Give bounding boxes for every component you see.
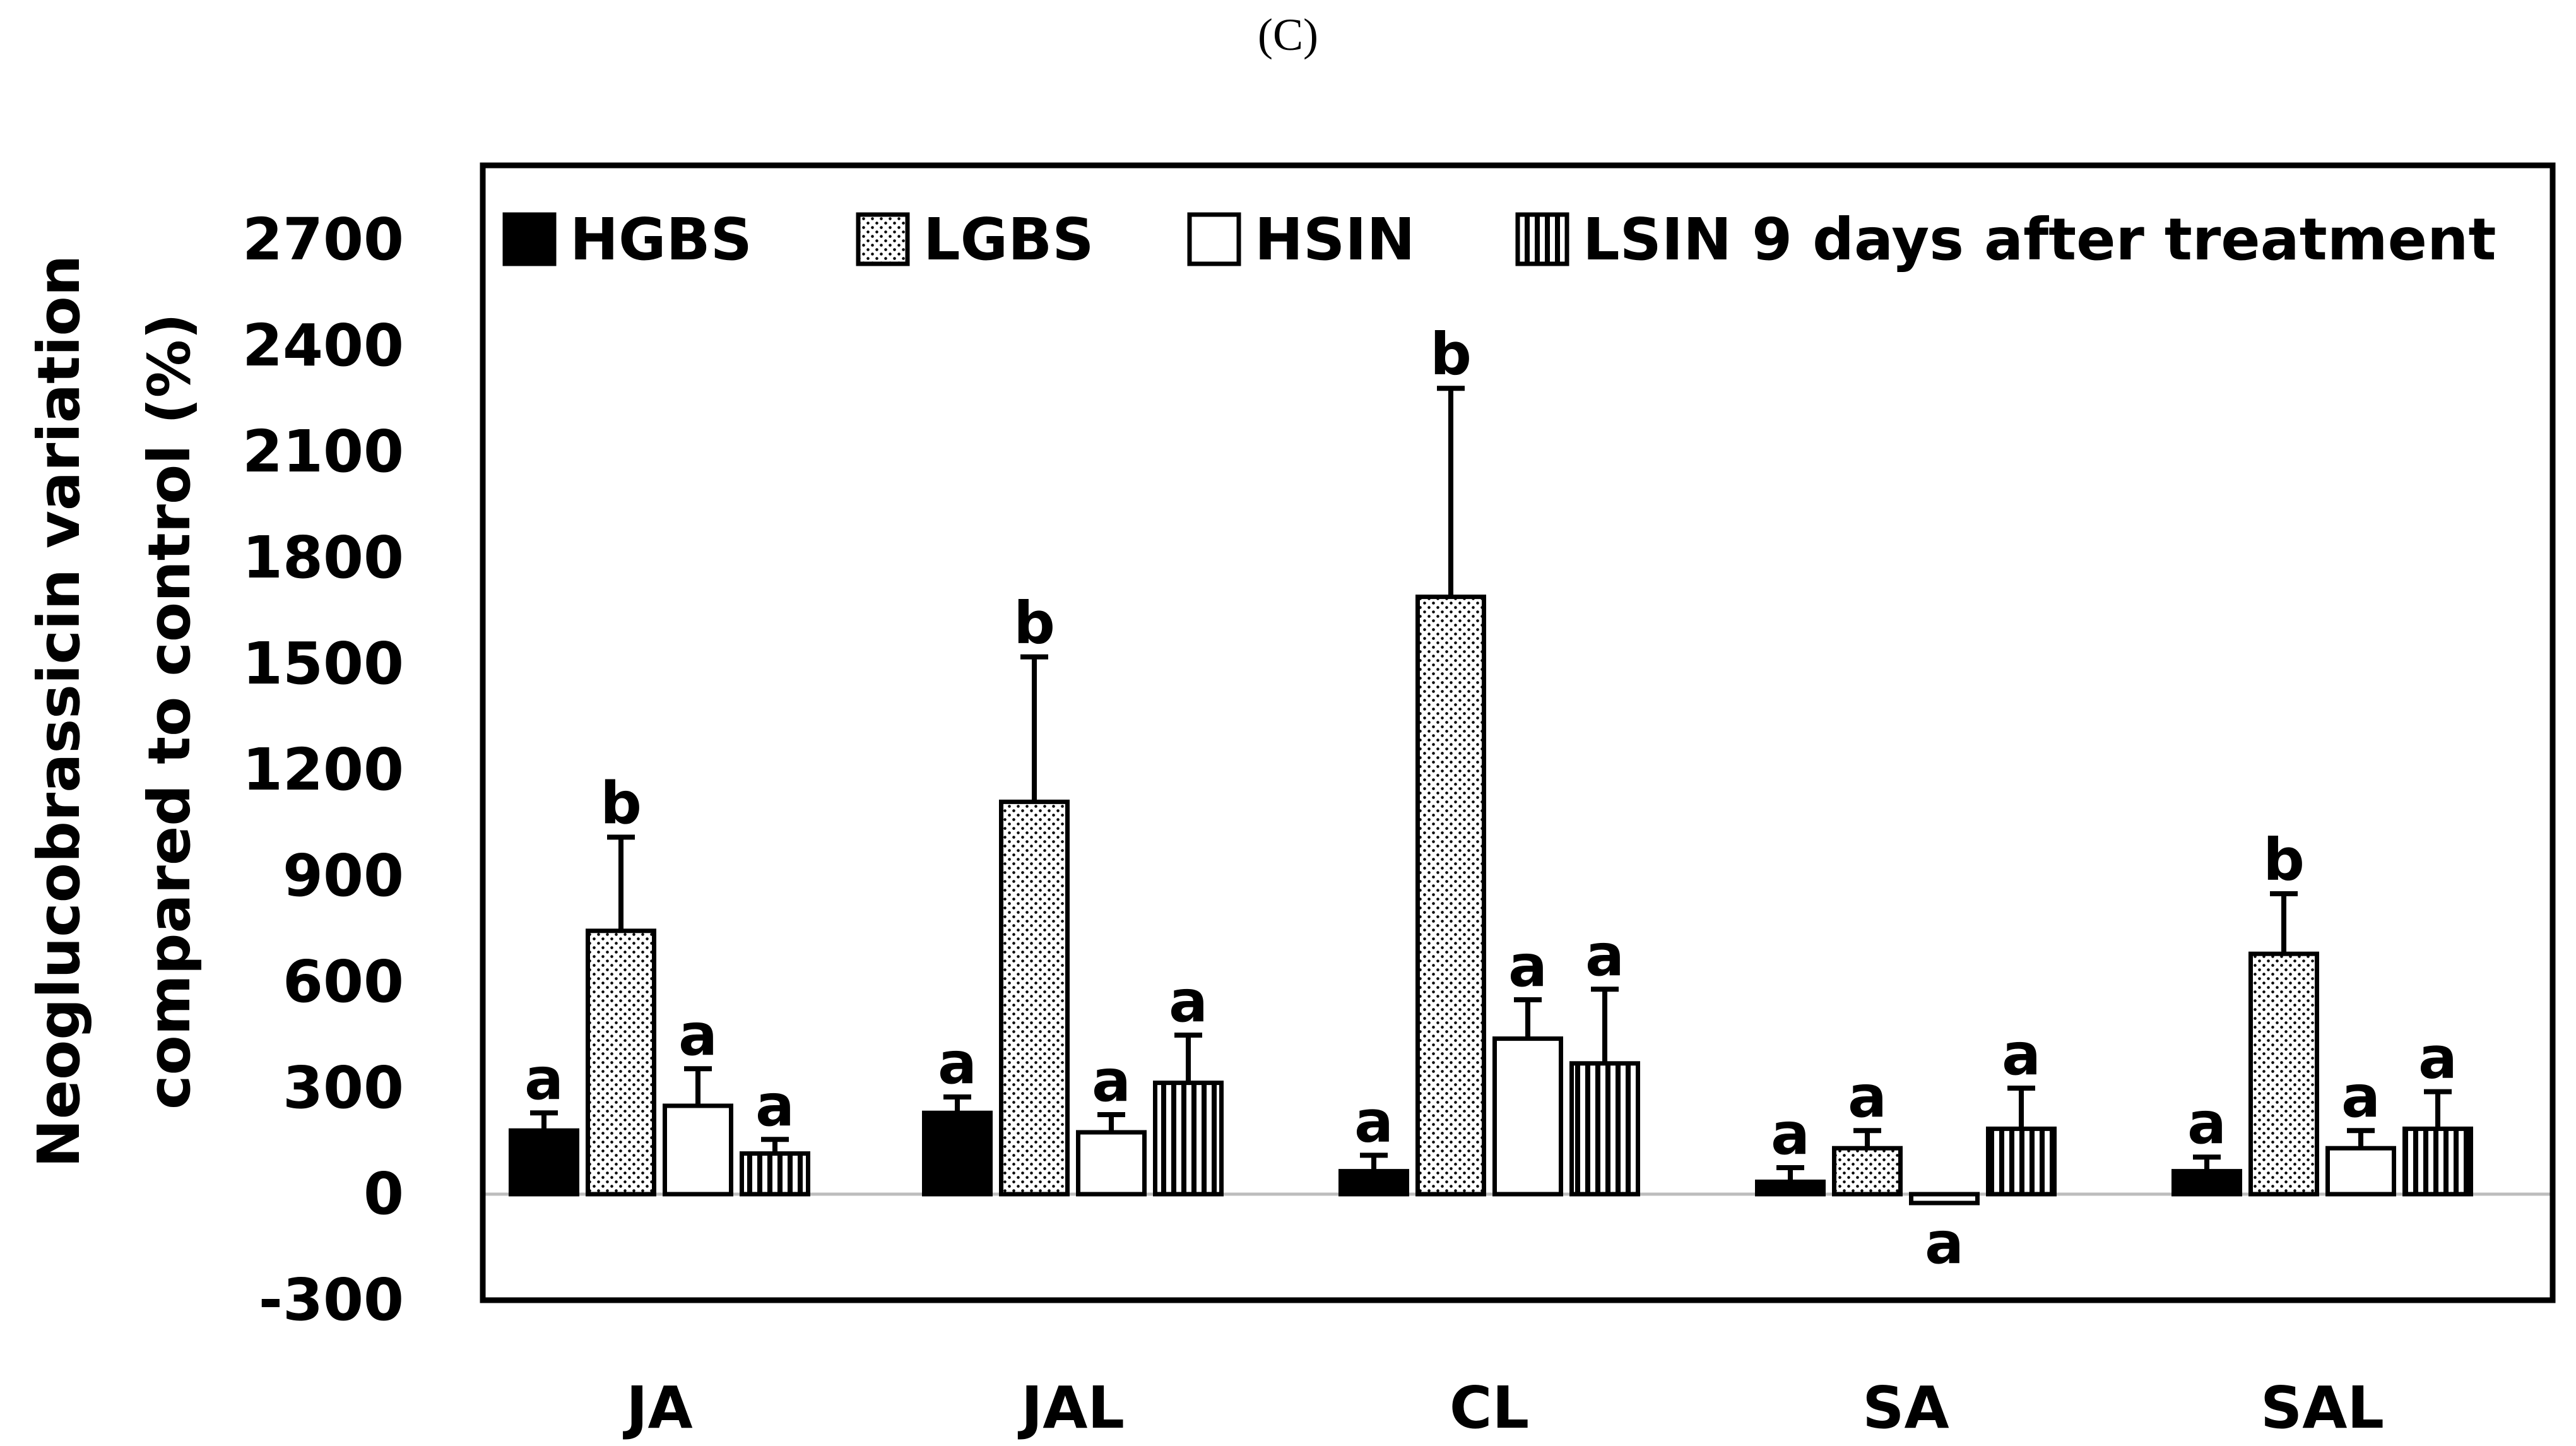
y-tick-label: 1200 [242, 736, 404, 803]
significance-letter: a [2187, 1089, 2226, 1157]
x-tick-label-sal: SAL [2260, 1374, 2384, 1442]
significance-letter: a [1092, 1047, 1131, 1115]
y-tick-label: -300 [259, 1266, 404, 1334]
legend-label-hgbs: HGBS [570, 206, 752, 273]
legend-swatch-hgbs [502, 212, 557, 266]
bar-cl-lsin [1569, 1061, 1640, 1197]
y-tick-label: 2100 [242, 418, 404, 485]
significance-letter: a [1771, 1100, 1810, 1168]
significance-letter: a [1354, 1087, 1393, 1155]
significance-letter: a [524, 1045, 564, 1113]
x-tick-label-ja: JA [622, 1374, 692, 1442]
x-tick-label-cl: CL [1450, 1374, 1529, 1442]
bar-cl-lgbs [1415, 595, 1486, 1197]
legend-label-hsin: HSIN [1255, 206, 1415, 273]
significance-letter: a [1169, 968, 1208, 1035]
y-tick-label: 600 [283, 948, 404, 1016]
panel-label: (C) [1258, 9, 1318, 60]
bar-sa-lgbs [1832, 1146, 1903, 1197]
bar-sa-lsin [1986, 1126, 2057, 1197]
y-axis-label-line2: compared to control (%) [136, 313, 203, 1110]
bar-ja-hsin [663, 1103, 733, 1197]
significance-letter: b [2263, 826, 2305, 894]
bar-sa-hsin [1909, 1192, 1980, 1206]
bar-jal-hgbs [922, 1110, 993, 1197]
bar-sal-lgbs [2248, 951, 2319, 1197]
bar-ja-hgbs [509, 1128, 579, 1197]
significance-letter: a [755, 1072, 795, 1139]
significance-letter: a [678, 1001, 718, 1069]
significance-letter: a [2341, 1063, 2380, 1130]
y-tick-label: 900 [283, 842, 404, 910]
bar-cl-hgbs [1338, 1169, 1409, 1197]
bar-ja-lsin [740, 1151, 810, 1197]
bar-cl-hsin [1492, 1036, 1563, 1197]
significance-letter: a [1585, 922, 1624, 989]
x-tick-label-sa: SA [1862, 1374, 1949, 1442]
y-tick-label: 1800 [242, 524, 404, 591]
legend-swatch-hsin [1187, 212, 1241, 266]
y-axis-ticks: -300 0 300 600 900 1200 1500 1800 2100 2400 2700 [242, 206, 404, 1334]
bars [509, 595, 2473, 1206]
bar-jal-lgbs [999, 799, 1070, 1197]
y-tick-label: 300 [283, 1054, 404, 1122]
significance-letter: b [1430, 321, 1472, 388]
significance-letter: a [2002, 1021, 2041, 1088]
significance-letter: a [1848, 1063, 1887, 1130]
y-axis-label: Neoglucobrassicin variation compared to … [25, 255, 203, 1168]
significance-letter: b [1013, 590, 1055, 657]
bar-jal-hsin [1076, 1130, 1147, 1197]
legend-label-lsin: LSIN 9 days after treatment [1583, 206, 2496, 273]
legend: HGBS LGBS HSIN LSIN 9 days after treatment [502, 206, 2496, 273]
legend-label-lgbs: LGBS [923, 206, 1094, 273]
significance-letter: a [1925, 1209, 1964, 1277]
error-bars [530, 386, 2452, 1182]
bar-sa-hgbs [1755, 1179, 1826, 1197]
x-tick-label-jal: JAL [1017, 1374, 1125, 1442]
y-tick-label: 2400 [242, 312, 404, 379]
y-tick-label: 0 [363, 1160, 404, 1228]
bar-sal-lsin [2402, 1126, 2473, 1197]
bar-sal-hsin [2325, 1146, 2396, 1197]
bar-sal-hgbs [2171, 1169, 2242, 1197]
y-tick-label: 2700 [242, 206, 404, 273]
legend-swatch-lsin [1515, 212, 1569, 266]
significance-letter: b [600, 769, 642, 837]
legend-swatch-lgbs [856, 212, 910, 266]
y-tick-label: 1500 [242, 630, 404, 697]
significance-letter: a [2418, 1024, 2457, 1092]
y-axis-label-line1: Neoglucobrassicin variation [25, 255, 93, 1168]
x-axis-ticks: JA JAL CL SA SAL [622, 1374, 2384, 1442]
significance-letter: a [1508, 932, 1547, 1000]
bar-jal-lsin [1153, 1081, 1224, 1197]
plot-frame [480, 162, 2556, 1303]
bar-ja-lgbs [586, 928, 656, 1197]
significance-letter: a [938, 1029, 977, 1097]
